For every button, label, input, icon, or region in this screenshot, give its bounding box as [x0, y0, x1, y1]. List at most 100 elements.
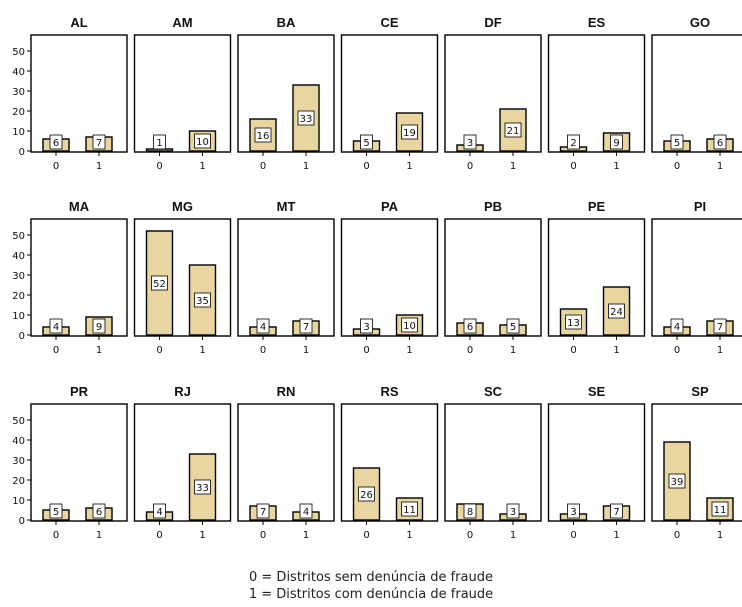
x-tick-label: 0	[570, 530, 576, 541]
data-label-box	[463, 318, 477, 334]
x-tick-label: 0	[570, 345, 576, 356]
panel-title: SE	[588, 384, 606, 399]
y-tick-label: 20	[12, 107, 25, 118]
data-label-box	[565, 314, 582, 330]
y-axis-row-2: 0 10 20 30 40 50	[12, 231, 31, 342]
x-tick-label: 0	[467, 161, 473, 172]
panel-title: RN	[277, 384, 296, 399]
data-label-box	[668, 473, 686, 489]
data-label-box	[153, 134, 166, 150]
panel-pb: PB 6 0 5 1	[444, 199, 542, 356]
legend-line-1: 1 = Distritos com denúncia de fraude	[248, 587, 494, 602]
panel-title: RJ	[174, 384, 191, 399]
x-tick-label: 0	[363, 161, 369, 172]
y-tick-label: 50	[12, 416, 25, 427]
x-tick-label: 1	[406, 161, 412, 172]
data-label-box	[194, 133, 211, 149]
data-label: 9	[96, 322, 102, 333]
x-tick-label: 0	[53, 161, 59, 172]
panel-title: SP	[691, 384, 709, 399]
data-label-box	[506, 503, 520, 519]
x-tick-label: 1	[613, 345, 619, 356]
data-label: 7	[613, 507, 619, 518]
data-label-box	[299, 503, 313, 519]
data-label: 7	[303, 322, 309, 333]
panel-frame	[651, 34, 742, 153]
legend-line-0: 0 = Distritos sem denúncia de fraude	[249, 570, 493, 585]
data-label-box	[401, 501, 418, 517]
x-tick-label: 1	[96, 345, 102, 356]
x-tick-label: 0	[674, 161, 680, 172]
data-label-box	[713, 318, 727, 334]
y-axis-row-3: 0 10 20 30 40 50	[12, 416, 31, 527]
data-label-box	[567, 503, 580, 519]
data-label-box	[360, 134, 373, 150]
panel-rj: RJ 4 0 33 1	[133, 384, 232, 541]
y-tick-label: 50	[12, 47, 25, 58]
x-tick-label: 1	[717, 530, 723, 541]
y-tick-label: 40	[12, 436, 25, 447]
data-label-box	[256, 318, 270, 334]
data-label: 1	[156, 138, 162, 149]
x-tick-label: 1	[199, 530, 205, 541]
panel-title: ES	[588, 15, 606, 30]
data-label-box	[358, 486, 375, 502]
x-tick-label: 0	[53, 345, 59, 356]
data-label-box	[506, 318, 520, 334]
data-label: 4	[260, 322, 266, 333]
y-tick-label: 20	[12, 291, 25, 302]
panel-frame	[547, 218, 646, 337]
data-label-box	[567, 134, 580, 150]
panel-title: MA	[69, 199, 90, 214]
panel-title: PR	[70, 384, 89, 399]
panel-frame	[133, 34, 232, 153]
panel-frame	[340, 403, 439, 522]
data-label-box	[610, 503, 623, 519]
data-label-box	[401, 124, 418, 140]
data-label: 6	[96, 507, 102, 518]
data-label: 3	[570, 507, 576, 518]
y-tick-label: 30	[12, 87, 25, 98]
data-label-box	[670, 318, 684, 334]
panel-pr: PR 5 0 6 1	[30, 384, 128, 541]
y-tick-label: 0	[19, 331, 25, 342]
panel-title: AM	[172, 15, 192, 30]
x-tick-label: 0	[260, 530, 266, 541]
x-tick-label: 0	[674, 345, 680, 356]
panel-frame	[237, 218, 335, 337]
data-label-box	[194, 292, 211, 308]
data-label: 8	[467, 507, 473, 518]
y-tick-label: 30	[12, 271, 25, 282]
data-label: 4	[53, 322, 59, 333]
data-label-box	[92, 503, 106, 519]
panel-frame	[444, 403, 542, 522]
x-tick-label: 1	[303, 530, 309, 541]
panel-frame	[237, 403, 335, 522]
data-label: 5	[53, 507, 59, 518]
panel-sc: SC 8 0 3 1	[444, 384, 542, 541]
panel-title: GO	[690, 15, 710, 30]
y-tick-label: 10	[12, 496, 25, 507]
panel-frame	[547, 403, 646, 522]
panel-title: CE	[380, 15, 398, 30]
data-label: 21	[507, 126, 520, 137]
x-tick-label: 1	[303, 161, 309, 172]
panel-ce: CE 5 0 19 1	[340, 15, 439, 172]
data-label: 6	[467, 322, 473, 333]
panel-mg: MG 52 0 35 1	[133, 199, 232, 356]
panel-mt: MT 4 0 7 1	[237, 199, 335, 356]
data-label: 2	[570, 138, 576, 149]
x-tick-label: 1	[613, 530, 619, 541]
panel-pa: PA 3 0 10 1	[340, 199, 439, 356]
data-label: 33	[300, 114, 313, 125]
panel-df: DF 3 0 21 1	[444, 15, 542, 172]
panel-title: DF	[484, 15, 501, 30]
x-tick-label: 1	[510, 530, 516, 541]
data-label-box	[49, 318, 63, 334]
x-tick-label: 0	[363, 345, 369, 356]
panel-title: PE	[588, 199, 606, 214]
y-axis-row-1: 0 10 20 30 40 50	[12, 47, 31, 158]
x-tick-label: 0	[260, 345, 266, 356]
